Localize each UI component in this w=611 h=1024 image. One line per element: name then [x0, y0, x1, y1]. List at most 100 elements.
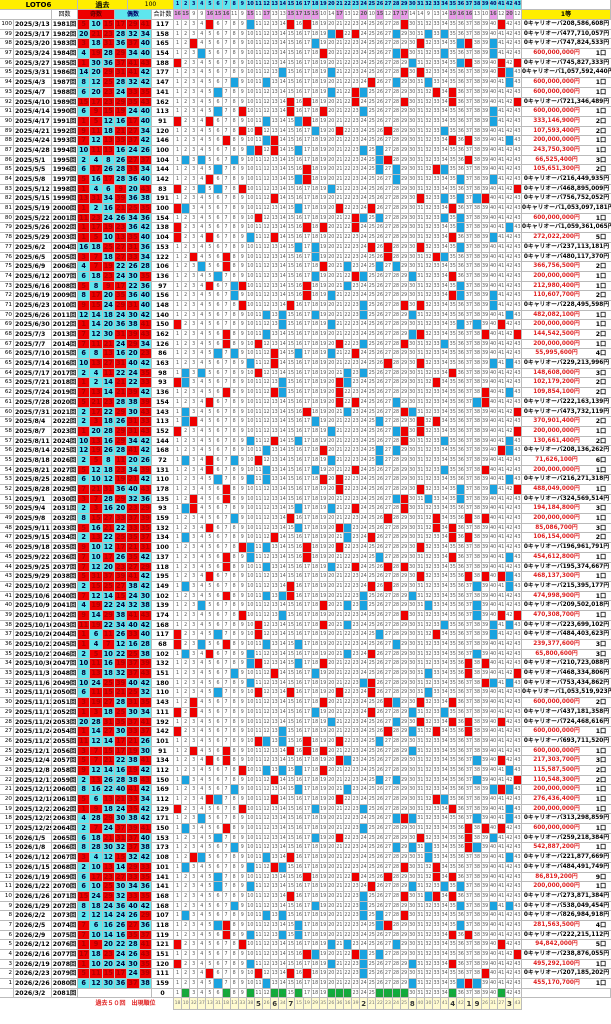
grid-cell: 26: [376, 68, 385, 79]
draw-sum: 148: [151, 300, 174, 311]
winning-number: 21: [102, 833, 115, 844]
grid-cell: 7: [222, 68, 231, 79]
grid-cell: 41: [497, 417, 506, 427]
grid-cell: 35: [449, 698, 458, 708]
grid-cell: 26: [376, 465, 385, 476]
grid-cell: 43: [513, 494, 522, 505]
grid-cell: 14: [279, 213, 288, 224]
grid-cell: 15: [287, 717, 296, 728]
grid-cell: 19: [319, 29, 328, 40]
frequency-count: 13: [279, 10, 288, 20]
grid-cell: 7: [222, 58, 231, 69]
grid-cell: 17: [303, 136, 312, 146]
row-index: 50: [0, 504, 14, 515]
grid-cell: 29: [400, 407, 409, 418]
table-row: 66 2025/7/10 2015回 6 8 13 16 20 23 86 1 2 3 4 5 6 7 8 9 10 1…: [0, 349, 611, 360]
grid-cell: 9: [238, 853, 247, 863]
grid-cell: 17: [303, 494, 312, 505]
grid-cell: 26: [376, 155, 385, 166]
grid-cell: 39: [481, 436, 490, 447]
grid-cell: 14: [279, 223, 288, 234]
grid-cell: 10: [246, 591, 255, 602]
grid-cell: 2: [182, 126, 191, 137]
grid-cell: 4: [198, 601, 207, 611]
grid-cell: 14: [279, 184, 288, 195]
grid-cell: 40: [489, 436, 498, 447]
grid-cell: 2: [182, 242, 191, 253]
grid-cell: 36: [457, 601, 466, 611]
winning-number: 20: [90, 87, 103, 98]
grid-cell: 34: [441, 717, 450, 728]
grid-cell: 41: [497, 446, 506, 456]
grid-cell: 27: [384, 213, 393, 224]
grid-cell: 39: [481, 746, 490, 757]
grid-cell: 37: [465, 756, 474, 766]
prize-cell: 482,082,100円 1口: [522, 311, 611, 321]
past-count[interactable]: 100: [127, 0, 174, 10]
grid-cell: 18: [311, 504, 320, 515]
grid-cell: 37: [465, 175, 474, 185]
grid-cell: 11: [254, 843, 263, 854]
winning-number: 25: [127, 649, 140, 660]
grid-cell: 4: [198, 29, 207, 40]
grid-cell: 12: [263, 688, 272, 699]
grid-cell: 7: [222, 223, 231, 234]
grid-cell: 35: [449, 126, 458, 137]
grid-cell: 41: [497, 349, 506, 360]
grid-cell: 18: [311, 49, 320, 59]
grid-cell: 7: [222, 126, 231, 137]
winning-number: 16: [102, 204, 115, 214]
table-row: 69 2025/6/30 2012回 1 14 20 36 38 41 150 1 2 3 4 5 6 7 8 9 1…: [0, 320, 611, 330]
grid-cell: 2: [182, 349, 191, 360]
grid-cell: 17: [303, 824, 312, 834]
grid-cell: 40: [489, 833, 498, 844]
grid-cell: 38: [473, 736, 482, 747]
grid-cell: 29: [400, 49, 409, 59]
draw-number: 2031回: [52, 504, 78, 515]
grid-cell: 5: [206, 765, 215, 776]
grid-cell: 38: [473, 20, 482, 30]
grid-cell: 23: [352, 20, 361, 30]
grid-cell: 4: [198, 291, 207, 301]
grid-cell: 24: [360, 368, 369, 379]
grid-cell: 27: [384, 87, 393, 98]
draw-sum: 151: [151, 669, 174, 679]
grid-cell: 30: [408, 107, 417, 117]
grid-cell: 42: [505, 262, 514, 272]
grid-cell: 21: [335, 29, 344, 40]
grid-cell: 14: [279, 49, 288, 59]
grid-cell: 5: [206, 591, 215, 602]
grid-cell: 8: [230, 785, 239, 795]
grid-cell: 28: [392, 223, 401, 234]
winning-number: 24: [114, 804, 128, 815]
grid-cell: 9: [238, 291, 247, 301]
grid-cell: 32: [424, 698, 433, 708]
grid-cell: 42: [505, 397, 514, 408]
grid-cell: 35: [449, 630, 458, 640]
grid-cell: 29: [400, 262, 409, 272]
grid-cell: 18: [311, 262, 320, 272]
grid-cell: 17: [303, 562, 312, 573]
draw-date: 2025/3/27: [14, 58, 52, 69]
grid-cell: 41: [497, 640, 506, 650]
row-index: 80: [0, 213, 14, 224]
grid-cell: 43: [513, 29, 522, 40]
grid-cell: 36: [457, 814, 466, 825]
grid-cell: 7: [222, 136, 231, 146]
grid-cell: 15: [287, 407, 296, 418]
grid-cell: 35: [449, 765, 458, 776]
grid-cell: 12: [263, 242, 272, 253]
grid-cell: 29: [400, 155, 409, 166]
grid-cell: 2: [182, 436, 191, 447]
grid-cell: 15: [287, 649, 296, 660]
grid-cell: 7: [222, 436, 231, 447]
grid-cell: 39: [481, 407, 490, 418]
grid-cell: 23: [352, 494, 361, 505]
grid-cell: 39: [481, 29, 490, 40]
grid-cell: 19: [319, 765, 328, 776]
grid-cell: 25: [368, 649, 377, 660]
grid-cell: 6: [214, 417, 223, 427]
grid-cell: 35: [449, 669, 458, 679]
winning-number: 19: [127, 746, 140, 757]
grid-cell: 17: [303, 233, 312, 243]
